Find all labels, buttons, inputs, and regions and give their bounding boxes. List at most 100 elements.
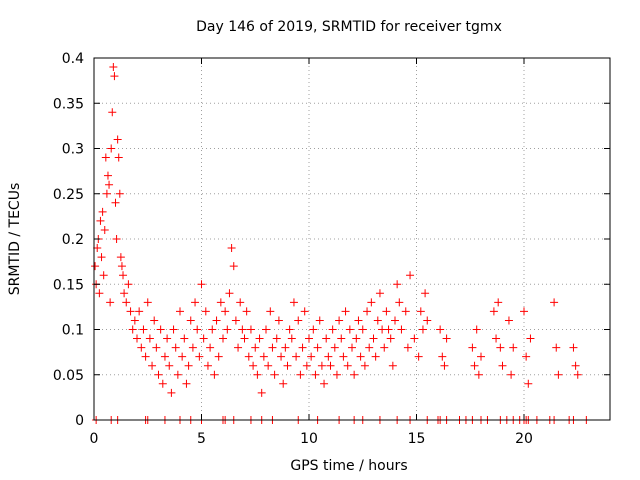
data-point xyxy=(203,361,212,370)
x-tick-label: 5 xyxy=(197,431,206,447)
data-point xyxy=(108,108,117,117)
data-point xyxy=(410,334,419,343)
data-point xyxy=(371,352,380,361)
data-point xyxy=(191,298,200,307)
data-point xyxy=(242,307,251,316)
data-point xyxy=(234,343,243,352)
data-point xyxy=(320,379,329,388)
data-point xyxy=(382,307,391,316)
data-point xyxy=(352,334,361,343)
data-point xyxy=(474,370,483,379)
data-point xyxy=(150,316,159,325)
data-point xyxy=(492,334,501,343)
data-point xyxy=(494,298,503,307)
data-point xyxy=(158,379,167,388)
data-point xyxy=(507,370,516,379)
data-point xyxy=(397,325,406,334)
data-point xyxy=(477,352,485,361)
data-point xyxy=(552,343,561,352)
data-point xyxy=(395,298,404,307)
data-point xyxy=(313,343,322,352)
chart-title: Day 146 of 2019, SRMTID for receiver tgm… xyxy=(196,19,502,35)
data-point xyxy=(421,289,430,298)
data-point xyxy=(152,343,161,352)
data-point xyxy=(103,171,112,180)
data-point xyxy=(391,316,399,325)
data-point xyxy=(229,262,238,271)
data-point xyxy=(225,289,234,298)
marks-layer xyxy=(91,63,591,424)
x-tick-label: 15 xyxy=(408,431,426,447)
data-point xyxy=(167,388,176,397)
data-point xyxy=(188,343,197,352)
x-tick-label: 20 xyxy=(515,431,533,447)
data-point xyxy=(100,225,109,234)
data-point xyxy=(367,298,376,307)
data-point xyxy=(550,298,559,307)
data-point xyxy=(332,370,341,379)
data-point xyxy=(470,361,479,370)
data-point xyxy=(240,334,249,343)
data-point xyxy=(244,352,253,361)
data-point xyxy=(99,271,108,280)
data-point xyxy=(163,334,172,343)
data-point xyxy=(573,370,582,379)
data-point xyxy=(375,289,384,298)
grid-layer xyxy=(94,58,610,420)
data-point xyxy=(305,334,313,343)
data-point xyxy=(93,244,102,253)
data-point xyxy=(380,343,389,352)
data-point xyxy=(133,334,141,343)
data-point xyxy=(246,325,255,334)
data-point xyxy=(307,352,316,361)
data-point xyxy=(236,298,245,307)
data-point xyxy=(489,307,498,316)
data-point xyxy=(238,325,247,334)
data-point xyxy=(294,316,303,325)
data-point xyxy=(137,343,146,352)
data-point xyxy=(472,325,481,334)
data-point xyxy=(199,334,208,343)
data-point xyxy=(360,361,369,370)
data-point xyxy=(154,370,163,379)
data-point xyxy=(283,361,292,370)
data-point xyxy=(270,370,279,379)
data-point xyxy=(96,216,105,225)
data-point xyxy=(195,352,204,361)
data-point xyxy=(401,307,410,316)
data-point xyxy=(341,307,350,316)
data-point xyxy=(110,72,119,81)
data-point xyxy=(363,307,372,316)
data-point xyxy=(145,334,154,343)
data-point xyxy=(416,307,425,316)
data-point xyxy=(309,325,318,334)
data-point xyxy=(358,325,367,334)
data-point xyxy=(354,316,363,325)
data-point xyxy=(337,334,346,343)
data-point xyxy=(386,334,395,343)
data-point xyxy=(554,370,563,379)
data-point xyxy=(178,352,187,361)
data-point xyxy=(281,343,290,352)
data-point xyxy=(120,289,129,298)
data-point xyxy=(119,271,128,280)
data-point xyxy=(274,316,283,325)
data-point xyxy=(160,352,169,361)
data-point xyxy=(212,316,221,325)
data-point xyxy=(182,379,191,388)
y-tick-label: 0 xyxy=(75,413,84,429)
data-point xyxy=(324,352,333,361)
data-point xyxy=(504,316,513,325)
x-tick-label: 10 xyxy=(300,431,318,447)
data-point xyxy=(311,370,320,379)
data-point xyxy=(330,343,339,352)
data-point xyxy=(423,316,432,325)
data-point xyxy=(436,325,445,334)
data-point xyxy=(117,262,126,271)
data-point xyxy=(350,370,359,379)
data-point xyxy=(365,343,374,352)
data-point xyxy=(169,325,178,334)
data-point xyxy=(156,325,165,334)
data-point xyxy=(356,352,365,361)
